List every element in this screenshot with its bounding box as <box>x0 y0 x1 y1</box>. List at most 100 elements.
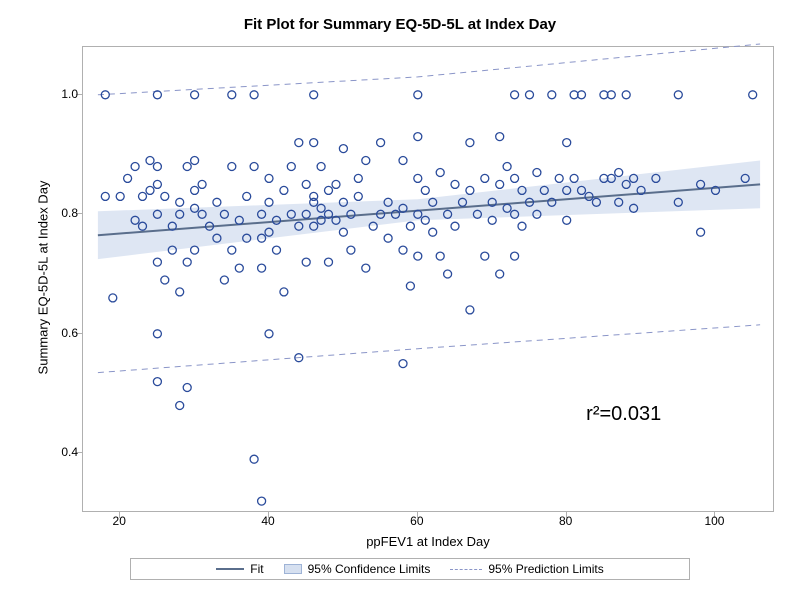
data-point <box>399 360 407 368</box>
legend-conf: 95% Confidence Limits <box>284 562 431 576</box>
data-point <box>198 180 206 188</box>
r-squared-annotation: r²=0.031 <box>586 403 661 426</box>
x-tick: 60 <box>410 514 423 528</box>
data-point <box>362 264 370 272</box>
data-point <box>749 91 757 99</box>
data-point <box>332 180 340 188</box>
data-point <box>183 258 191 266</box>
data-point <box>220 276 228 284</box>
data-point <box>325 258 333 266</box>
x-tick: 80 <box>559 514 572 528</box>
data-point <box>377 139 385 147</box>
y-tick: 0.6 <box>50 326 78 340</box>
data-point <box>496 180 504 188</box>
legend-fit-swatch <box>216 568 244 570</box>
data-point <box>414 133 422 141</box>
data-point <box>280 288 288 296</box>
data-point <box>213 198 221 206</box>
data-point <box>414 252 422 260</box>
data-point <box>563 139 571 147</box>
legend-pred-label: 95% Prediction Limits <box>488 562 603 576</box>
data-point <box>511 252 519 260</box>
y-tick: 0.4 <box>50 445 78 459</box>
data-point <box>280 186 288 194</box>
data-point <box>302 180 310 188</box>
legend-fit-label: Fit <box>250 562 263 576</box>
data-point <box>325 186 333 194</box>
data-point <box>339 145 347 153</box>
data-point <box>622 91 630 99</box>
data-point <box>183 163 191 171</box>
data-point <box>153 180 161 188</box>
data-point <box>414 91 422 99</box>
data-point <box>124 174 132 182</box>
data-point <box>258 497 266 505</box>
x-axis-label: ppFEV1 at Index Day <box>82 534 774 549</box>
data-point <box>533 169 541 177</box>
x-tick: 20 <box>113 514 126 528</box>
y-tick: 1.0 <box>50 87 78 101</box>
y-tick: 0.8 <box>50 206 78 220</box>
pred-upper-line <box>98 44 760 95</box>
data-point <box>191 157 199 165</box>
data-point <box>302 258 310 266</box>
data-point <box>421 186 429 194</box>
data-point <box>273 246 281 254</box>
data-point <box>511 91 519 99</box>
data-point <box>362 157 370 165</box>
data-point <box>101 192 109 200</box>
data-point <box>183 384 191 392</box>
data-point <box>466 139 474 147</box>
x-tick: 100 <box>704 514 724 528</box>
data-point <box>243 192 251 200</box>
data-point <box>481 252 489 260</box>
y-axis-label: Summary EQ-5D-5L at Index Day <box>36 45 51 511</box>
data-point <box>615 169 623 177</box>
data-point <box>161 192 169 200</box>
data-point <box>310 139 318 147</box>
data-point <box>436 169 444 177</box>
data-point <box>191 186 199 194</box>
data-point <box>406 282 414 290</box>
data-point <box>310 192 318 200</box>
data-point <box>235 264 243 272</box>
data-point <box>109 294 117 302</box>
legend: Fit 95% Confidence Limits 95% Prediction… <box>130 558 690 580</box>
data-point <box>384 234 392 242</box>
data-point <box>250 163 258 171</box>
data-point <box>451 180 459 188</box>
data-point <box>347 246 355 254</box>
data-point <box>161 276 169 284</box>
pred-lower-line <box>98 325 760 373</box>
data-point <box>503 163 511 171</box>
data-point <box>496 133 504 141</box>
data-point <box>354 192 362 200</box>
data-point <box>354 174 362 182</box>
data-point <box>250 91 258 99</box>
chart-svg <box>83 47 775 513</box>
data-point <box>526 91 534 99</box>
legend-pred: 95% Prediction Limits <box>450 562 603 576</box>
data-point <box>153 258 161 266</box>
data-point <box>153 91 161 99</box>
data-point <box>511 174 519 182</box>
data-point <box>339 228 347 236</box>
data-point <box>406 222 414 230</box>
chart-title: Fit Plot for Summary EQ-5D-5L at Index D… <box>10 10 790 33</box>
data-point <box>481 174 489 182</box>
data-point <box>466 306 474 314</box>
data-point <box>228 163 236 171</box>
data-point <box>228 246 236 254</box>
data-point <box>250 455 258 463</box>
data-point <box>131 163 139 171</box>
legend-pred-swatch <box>450 569 482 570</box>
data-point <box>466 186 474 194</box>
data-point <box>153 378 161 386</box>
data-point <box>191 91 199 99</box>
data-point <box>570 174 578 182</box>
data-point <box>451 222 459 230</box>
data-point <box>444 270 452 278</box>
data-point <box>139 192 147 200</box>
data-point <box>265 330 273 338</box>
data-point <box>146 157 154 165</box>
